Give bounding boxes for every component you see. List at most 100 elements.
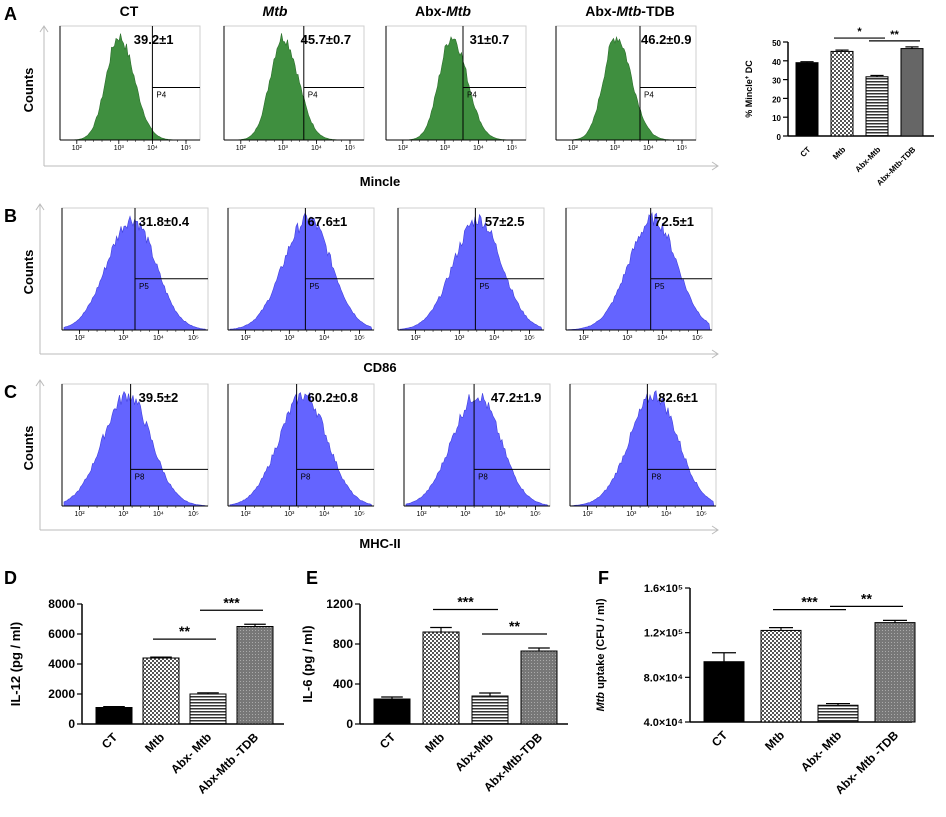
- histogram-distribution: [63, 391, 207, 507]
- histogram-cd86-3: P5 57±2.5 10² 10³ 10⁴ 10⁵: [397, 207, 545, 342]
- panel-label-d: D: [4, 568, 17, 588]
- histogram-tick-label: 10³: [454, 335, 465, 342]
- y-tick-label: 400: [333, 677, 353, 691]
- category-label: Mtb: [142, 730, 167, 755]
- histogram-cd86-2: P5 67.6±1 10² 10³ 10⁴ 10⁵: [227, 207, 375, 342]
- histogram-mincle-3: P4 31±0.7 10² 10³ 10⁴ 10⁵: [385, 25, 527, 152]
- y-tick-label: 1200: [326, 597, 353, 611]
- significance-marker: ***: [223, 594, 240, 610]
- histogram-tick-label: 10⁵: [345, 145, 356, 152]
- y-axis-label: % Mincle+ DC: [744, 60, 754, 118]
- category-label: Mtb: [762, 728, 787, 753]
- row-xlabel-mhc2: MHC-II: [359, 536, 400, 551]
- bar-4: [874, 622, 916, 723]
- histogram-distribution: [229, 212, 373, 331]
- histogram-tick-label: 10²: [416, 511, 427, 518]
- gate-label: P5: [655, 282, 665, 291]
- histogram-mhc2-1: P8 39.5±2 10² 10³ 10⁴ 10⁵: [61, 383, 209, 518]
- y-tick-label: 8000: [48, 597, 75, 611]
- histogram-distribution: [399, 213, 543, 331]
- y-tick-label: 1.2×10⁵: [644, 628, 683, 640]
- category-label: Abx-Mtb: [853, 145, 882, 174]
- y-axis-label: IL-6 (pg / ml): [300, 625, 315, 702]
- gate-percentage: 45.7±0.7: [301, 32, 352, 47]
- row-xlabel-cd86: CD86: [363, 360, 396, 375]
- y-tick-label: 20: [772, 95, 781, 104]
- gate-percentage: 46.2±0.9: [641, 32, 692, 47]
- histogram-tick-label: 10²: [582, 511, 593, 518]
- histogram-tick-label: 10⁵: [696, 511, 707, 518]
- y-tick-label: 2000: [48, 687, 75, 701]
- histogram-mhc2-2: P8 60.2±0.8 10² 10³ 10⁴ 10⁵: [227, 383, 375, 518]
- category-label: CT: [709, 728, 731, 750]
- significance-marker: **: [861, 590, 872, 606]
- histogram-tick-label: 10⁴: [319, 511, 330, 518]
- bar-1: [795, 62, 819, 137]
- histogram-tick-label: 10⁴: [473, 145, 484, 152]
- histogram-tick-label: 10³: [610, 145, 621, 152]
- histogram-tick-label: 10³: [284, 335, 295, 342]
- row-axis-cd86: [35, 203, 719, 359]
- panel-label-c: C: [4, 382, 17, 402]
- histogram-tick-label: 10²: [398, 145, 409, 152]
- histogram-tick-label: 10⁴: [643, 145, 654, 152]
- y-tick-label: 40: [772, 58, 781, 67]
- histogram-tick-label: 10⁵: [354, 335, 365, 342]
- histogram-tick-label: 10³: [440, 145, 451, 152]
- y-axis-label: IL-12 (pg / ml): [8, 622, 23, 707]
- panel-label-a: A: [4, 4, 17, 24]
- histogram-tick-label: 10²: [578, 335, 589, 342]
- gate-label: P8: [651, 472, 661, 481]
- histogram-distribution: [567, 212, 711, 331]
- histogram-tick-label: 10³: [118, 511, 129, 518]
- histogram-mhc2-4: P8 82.6±1 10² 10³ 10⁴ 10⁵: [569, 383, 717, 518]
- histogram-mhc2-3: P8 47.2±1.9 10² 10³ 10⁴ 10⁵: [403, 383, 551, 518]
- column-title-abx-mtb-tdb: Abx-Mtb-TDB: [585, 3, 674, 19]
- histogram-distribution: [62, 33, 198, 141]
- histogram-tick-label: 10⁵: [677, 145, 688, 152]
- histogram-tick-label: 10⁵: [507, 145, 518, 152]
- category-label: CT: [99, 730, 121, 752]
- bar-3: [817, 704, 859, 723]
- histogram-tick-label: 10²: [74, 511, 85, 518]
- gate-percentage: 47.2±1.9: [491, 390, 542, 405]
- histogram-mincle-2: P4 45.7±0.7 10² 10³ 10⁴ 10⁵: [223, 25, 365, 152]
- histogram-tick-label: 10³: [626, 511, 637, 518]
- category-label: Abx- Mtb: [168, 730, 214, 776]
- y-tick-label: 800: [333, 637, 353, 651]
- significance-marker: ***: [457, 594, 474, 610]
- significance-marker: **: [509, 618, 520, 634]
- bar-2: [760, 629, 802, 723]
- category-label: Abx-Mtb: [452, 730, 496, 774]
- y-tick-label: 1.6×10⁵: [644, 583, 683, 595]
- row-xlabel-mincle: Mincle: [360, 174, 400, 189]
- bar-3: [865, 76, 889, 137]
- y-tick-label: 50: [772, 39, 781, 48]
- histogram-tick-label: 10²: [72, 145, 83, 152]
- category-label: Mtb: [422, 730, 447, 755]
- gate-label: P5: [309, 282, 319, 291]
- significance-marker: **: [179, 623, 190, 639]
- histogram-tick-label: 10³: [460, 511, 471, 518]
- gate-percentage: 31±0.7: [470, 32, 510, 47]
- histogram-tick-label: 10⁵: [354, 511, 365, 518]
- histogram-mincle-1: P4 39.2±1 10² 10³ 10⁴ 10⁵: [59, 25, 201, 152]
- y-tick-label: 6000: [48, 627, 75, 641]
- gate-label: P4: [308, 91, 318, 100]
- histogram-tick-label: 10⁴: [319, 335, 330, 342]
- histogram-tick-label: 10³: [622, 335, 633, 342]
- histogram-tick-label: 10²: [240, 335, 251, 342]
- panel-label-b: B: [4, 206, 17, 226]
- histogram-tick-label: 10²: [236, 145, 247, 152]
- gate-label: P8: [478, 472, 488, 481]
- significance-marker: ***: [801, 594, 818, 610]
- histogram-tick-label: 10²: [74, 335, 85, 342]
- gate-percentage: 82.6±1: [658, 390, 698, 405]
- histogram-cd86-4: P5 72.5±1 10² 10³ 10⁴ 10⁵: [565, 207, 713, 342]
- histogram-tick-label: 10⁵: [188, 335, 199, 342]
- gate-percentage: 31.8±0.4: [139, 214, 190, 229]
- category-label: CT: [799, 145, 813, 159]
- y-tick-label: 4000: [48, 657, 75, 671]
- gate-label: P4: [644, 91, 654, 100]
